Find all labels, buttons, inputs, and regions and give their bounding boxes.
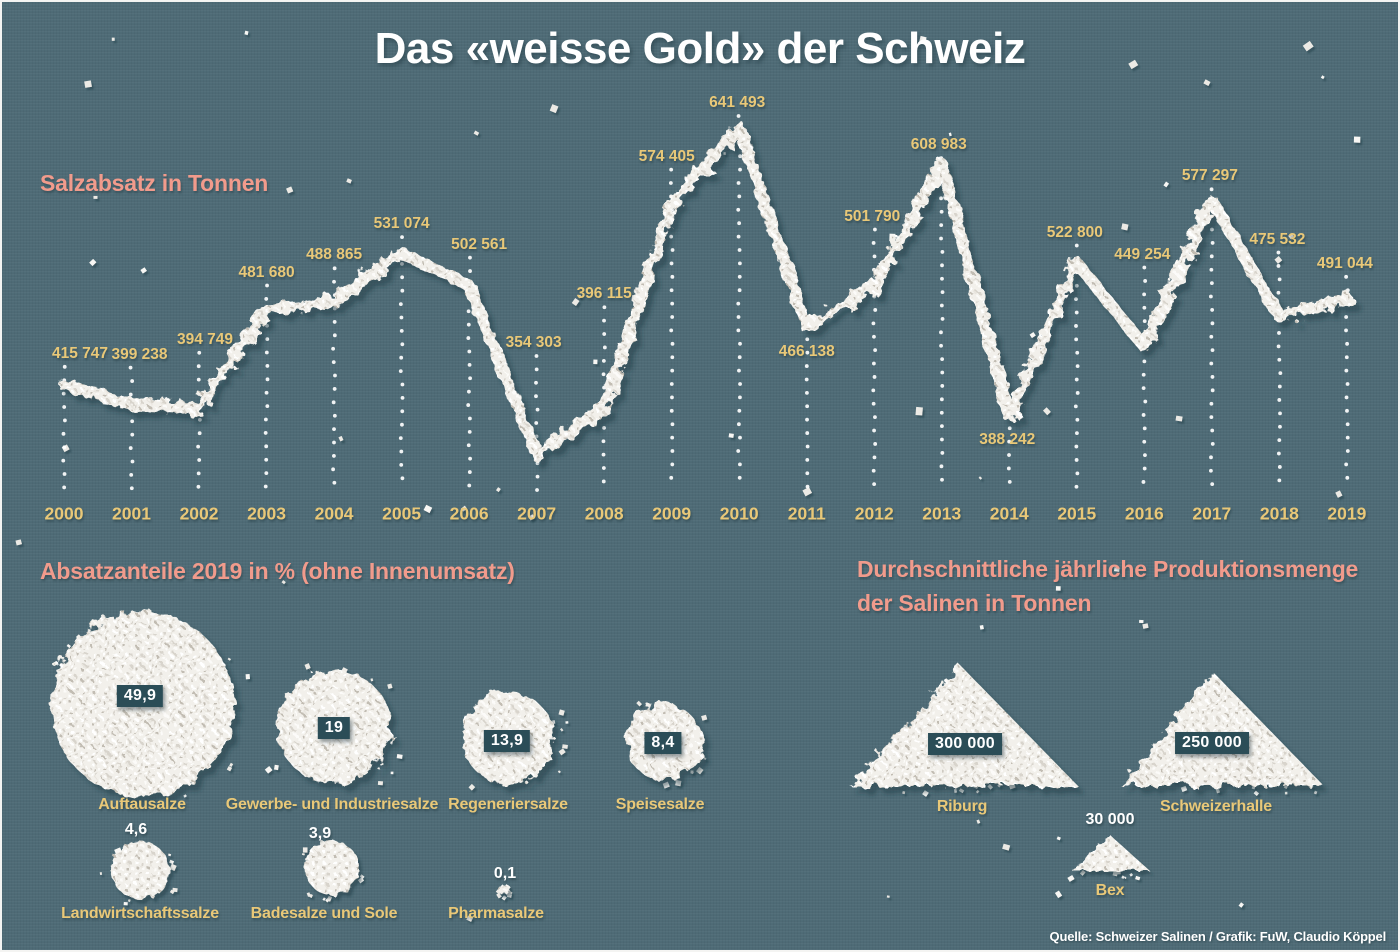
saline-label: Riburg — [936, 798, 988, 815]
share-label: Gewerbe- und Industriesalze — [225, 796, 439, 813]
chart-year-label: 2015 — [1057, 503, 1097, 524]
chart-value-label: 574 405 — [638, 147, 695, 165]
share-label: Pharmasalze — [448, 905, 544, 922]
chart-year-label: 2010 — [719, 503, 759, 524]
chart-year-label: 2008 — [584, 503, 624, 524]
chart-year-label: 2018 — [1259, 503, 1299, 524]
salt-specks — [15, 30, 1361, 922]
sales-chart-title: Salzabsatz in Tonnen — [40, 170, 269, 196]
saline-label: Bex — [1095, 882, 1125, 899]
saline-value-badge: 250 000 — [1175, 732, 1249, 754]
chart-year-label: 2000 — [44, 503, 84, 524]
chart-value-label: 641 493 — [709, 94, 766, 111]
share-label: Speisesalze — [615, 796, 705, 813]
chart-year-label: 2009 — [652, 503, 692, 524]
chart-year-label: 2012 — [854, 503, 894, 524]
leader-dot-lines — [61, 114, 1350, 492]
saline-salt-pile — [1072, 835, 1150, 871]
share-salt-heap — [111, 841, 169, 899]
saline-value: 30 000 — [1085, 811, 1135, 828]
chart-year-label: 2019 — [1327, 503, 1367, 524]
chart-value-label: 354 303 — [505, 334, 562, 351]
chart-value-label: 488 865 — [306, 246, 363, 264]
share-value-badge: 8,4 — [644, 732, 682, 754]
chart-value-label: 394 749 — [177, 330, 234, 348]
chart-value-label: 388 242 — [979, 431, 1036, 449]
chart-value-label: 396 115 — [576, 285, 632, 303]
chart-value-label: 608 983 — [910, 136, 967, 154]
chart-value-label: 502 561 — [451, 235, 508, 253]
share-value: 3,9 — [308, 825, 332, 842]
shares-section-title: Absatzanteile 2019 in % (ohne Innenumsat… — [40, 558, 515, 584]
share-value-badge: 49,9 — [116, 685, 164, 707]
saline-salt-pile — [1120, 673, 1324, 786]
chart-value-label: 577 297 — [1181, 167, 1238, 185]
chart-year-label: 2002 — [179, 503, 219, 524]
share-label: Badesalze und Sole — [250, 905, 398, 922]
chart-year-label: 2007 — [517, 503, 557, 524]
credit-line: Quelle: Schweizer Salinen / Grafik: FuW,… — [1049, 929, 1387, 944]
chart-value-label: 522 800 — [1046, 223, 1103, 241]
chart-year-label: 2004 — [314, 503, 354, 524]
saline-label: Schweizerhalle — [1160, 798, 1272, 815]
chart-value-label: 399 238 — [111, 345, 168, 363]
share-label: Regeneriersalze — [448, 796, 568, 813]
chart-year-label: 2013 — [922, 503, 962, 524]
saline-value-badge: 300 000 — [928, 733, 1002, 755]
chart-year-label: 2006 — [449, 503, 489, 524]
chart-year-label: 2003 — [247, 503, 287, 524]
salt-crystal-line — [58, 121, 1353, 461]
share-salt-heap — [305, 841, 359, 895]
share-value-badge: 19 — [317, 717, 351, 739]
chart-year-label: 2011 — [787, 503, 826, 524]
production-section-title-line1: Durchschnittliche jährliche Produktionsm… — [857, 556, 1359, 582]
saline-salt-pile — [850, 665, 1078, 786]
page-title: Das «weisse Gold» der Schweiz — [374, 24, 1026, 73]
chart-value-label: 475 532 — [1249, 230, 1306, 248]
chart-value-label: 491 044 — [1316, 254, 1373, 272]
chart-year-label: 2014 — [989, 503, 1029, 524]
chart-year-label: 2005 — [382, 503, 422, 524]
share-value: 0,1 — [493, 865, 517, 882]
share-label: Landwirtschaftssalze — [61, 905, 219, 922]
chart-value-label: 449 254 — [1114, 245, 1171, 263]
chart-year-label: 2016 — [1124, 503, 1164, 524]
chart-value-label: 481 680 — [238, 263, 295, 281]
chart-value-label: 415 747 — [51, 344, 109, 362]
chart-value-label: 466 138 — [778, 343, 835, 361]
chart-value-label: 531 074 — [373, 215, 430, 233]
share-label: Auftausalze — [98, 796, 186, 813]
chart-value-label: 501 790 — [844, 207, 901, 225]
production-section-title-line2: der Salinen in Tonnen — [857, 590, 1092, 616]
chart-year-label: 2017 — [1192, 503, 1232, 524]
share-value-badge: 13,9 — [483, 730, 531, 752]
share-value: 4,6 — [124, 821, 148, 838]
share-salt-heap — [499, 885, 509, 895]
chart-year-label: 2001 — [112, 503, 151, 524]
